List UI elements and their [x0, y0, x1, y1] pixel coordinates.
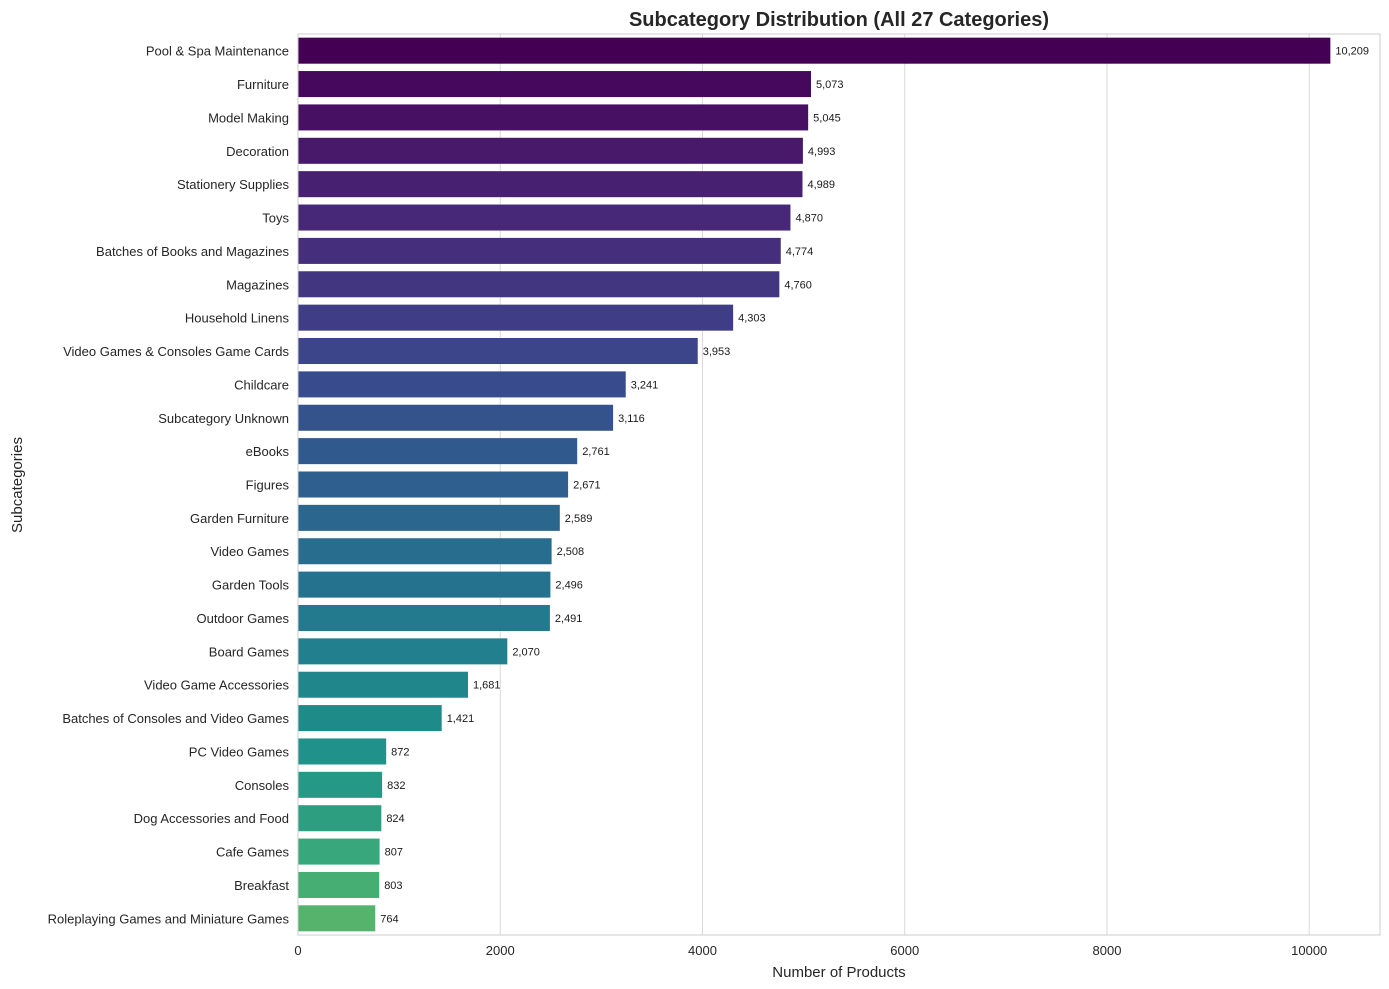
y-tick-label: PC Video Games — [189, 744, 290, 759]
y-tick-label: Breakfast — [234, 878, 289, 893]
y-tick-label: Pool & Spa Maintenance — [146, 44, 289, 59]
bar-value-label: 2,508 — [557, 546, 585, 558]
bar — [298, 171, 803, 198]
bar-value-label: 5,073 — [816, 79, 844, 91]
y-tick-label: Garden Tools — [212, 578, 290, 593]
bar-value-label: 764 — [380, 913, 398, 925]
bar — [298, 404, 614, 431]
bar-value-label: 1,421 — [447, 713, 475, 725]
bar-value-label: 2,070 — [512, 646, 540, 658]
bar-value-label: 2,761 — [582, 446, 610, 458]
y-tick-label: Household Linens — [185, 311, 290, 326]
x-tick-label: 4000 — [688, 943, 717, 958]
x-tick-labels: 0 2000 4000 6000 8000 10000 — [294, 943, 1327, 958]
bar — [298, 771, 383, 798]
bar — [298, 738, 387, 765]
y-tick-label: Cafe Games — [216, 845, 289, 860]
y-tick-label: Toys — [262, 211, 289, 226]
bar-value-label: 4,303 — [738, 313, 766, 325]
x-tick-label: 6000 — [890, 943, 919, 958]
bar — [298, 705, 442, 732]
y-tick-label: Model Making — [208, 110, 289, 125]
y-tick-label: Batches of Consoles and Video Games — [62, 711, 289, 726]
bar-value-label: 2,496 — [555, 580, 583, 592]
bar — [298, 37, 1331, 64]
bar-value-label: 2,671 — [573, 480, 601, 492]
bar-value-label: 872 — [391, 746, 409, 758]
x-axis-title: Number of Products — [772, 964, 905, 981]
bar — [298, 71, 811, 98]
y-tick-label: Roleplaying Games and Miniature Games — [48, 911, 290, 926]
bar — [298, 137, 803, 164]
y-tick-label: Batches of Books and Magazines — [96, 244, 289, 259]
y-tick-label: Consoles — [235, 778, 290, 793]
y-tick-label: Video Games & Consoles Game Cards — [63, 344, 289, 359]
bar — [298, 905, 376, 932]
bar-value-label: 4,760 — [784, 279, 812, 291]
bar — [298, 271, 780, 298]
bar — [298, 838, 380, 865]
bar-value-label: 3,116 — [618, 413, 645, 425]
y-tick-label: Board Games — [209, 644, 290, 659]
y-tick-label: Video Games — [210, 544, 289, 559]
bar-value-label: 2,491 — [555, 613, 583, 625]
y-tick-label: eBooks — [246, 444, 290, 459]
bar-value-label: 4,993 — [808, 146, 836, 158]
y-tick-label: Garden Furniture — [190, 511, 289, 526]
y-tick-label: Stationery Supplies — [177, 177, 290, 192]
x-tick-label: 0 — [294, 943, 301, 958]
x-tick-label: 10000 — [1291, 943, 1327, 958]
y-tick-label: Furniture — [237, 77, 289, 92]
bar-value-label: 3,953 — [703, 346, 731, 358]
bar — [298, 471, 569, 498]
bar-value-label: 5,045 — [813, 112, 841, 124]
y-tick-label: Decoration — [226, 144, 289, 159]
bar — [298, 671, 468, 698]
bar-value-label: 10,209 — [1335, 46, 1369, 58]
x-tick-label: 8000 — [1093, 943, 1122, 958]
y-tick-label: Figures — [246, 478, 290, 493]
y-tick-label: Childcare — [234, 377, 289, 392]
bar — [298, 571, 551, 598]
bar — [298, 638, 508, 665]
y-tick-labels: Pool & Spa Maintenance Furniture Model Mak… — [48, 44, 290, 927]
bars — [298, 37, 1331, 932]
bar — [298, 871, 380, 898]
bar-value-label: 824 — [386, 813, 404, 825]
bar — [298, 538, 552, 565]
grid-lines — [499, 34, 1310, 935]
bar — [298, 237, 781, 264]
bar — [298, 204, 791, 231]
y-axis-title: Subcategories — [9, 437, 26, 533]
x-tick-label: 2000 — [486, 943, 515, 958]
bar-value-label: 2,589 — [565, 513, 593, 525]
bar — [298, 338, 698, 365]
bar-value-label: 807 — [385, 847, 403, 859]
plot-frame — [297, 33, 1381, 936]
bar — [298, 438, 578, 465]
bar — [298, 805, 382, 832]
bar-value-label: 803 — [384, 880, 402, 892]
bar — [298, 604, 550, 631]
y-tick-label: Subcategory Unknown — [158, 411, 289, 426]
chart-title: Subcategory Distribution (All 27 Categor… — [629, 9, 1049, 31]
bar-value-label: 4,989 — [807, 179, 835, 191]
y-tick-label: Video Game Accessories — [144, 678, 289, 693]
bar-value-label: 832 — [387, 780, 405, 792]
bar — [298, 504, 560, 531]
bar-value-label: 3,241 — [631, 379, 659, 391]
value-labels: 10,209 5,073 5,045 4,993 4,989 4,870 4,774 4,76… — [380, 46, 1369, 926]
y-tick-label: Outdoor Games — [197, 611, 290, 626]
bar-value-label: 1,681 — [473, 680, 501, 692]
y-tick-label: Magazines — [226, 277, 289, 292]
bar — [298, 371, 626, 398]
bar — [298, 104, 809, 131]
bar — [298, 304, 734, 331]
y-tick-label: Dog Accessories and Food — [134, 811, 289, 826]
bar-value-label: 4,870 — [795, 213, 823, 225]
bar-value-label: 4,774 — [786, 246, 814, 258]
